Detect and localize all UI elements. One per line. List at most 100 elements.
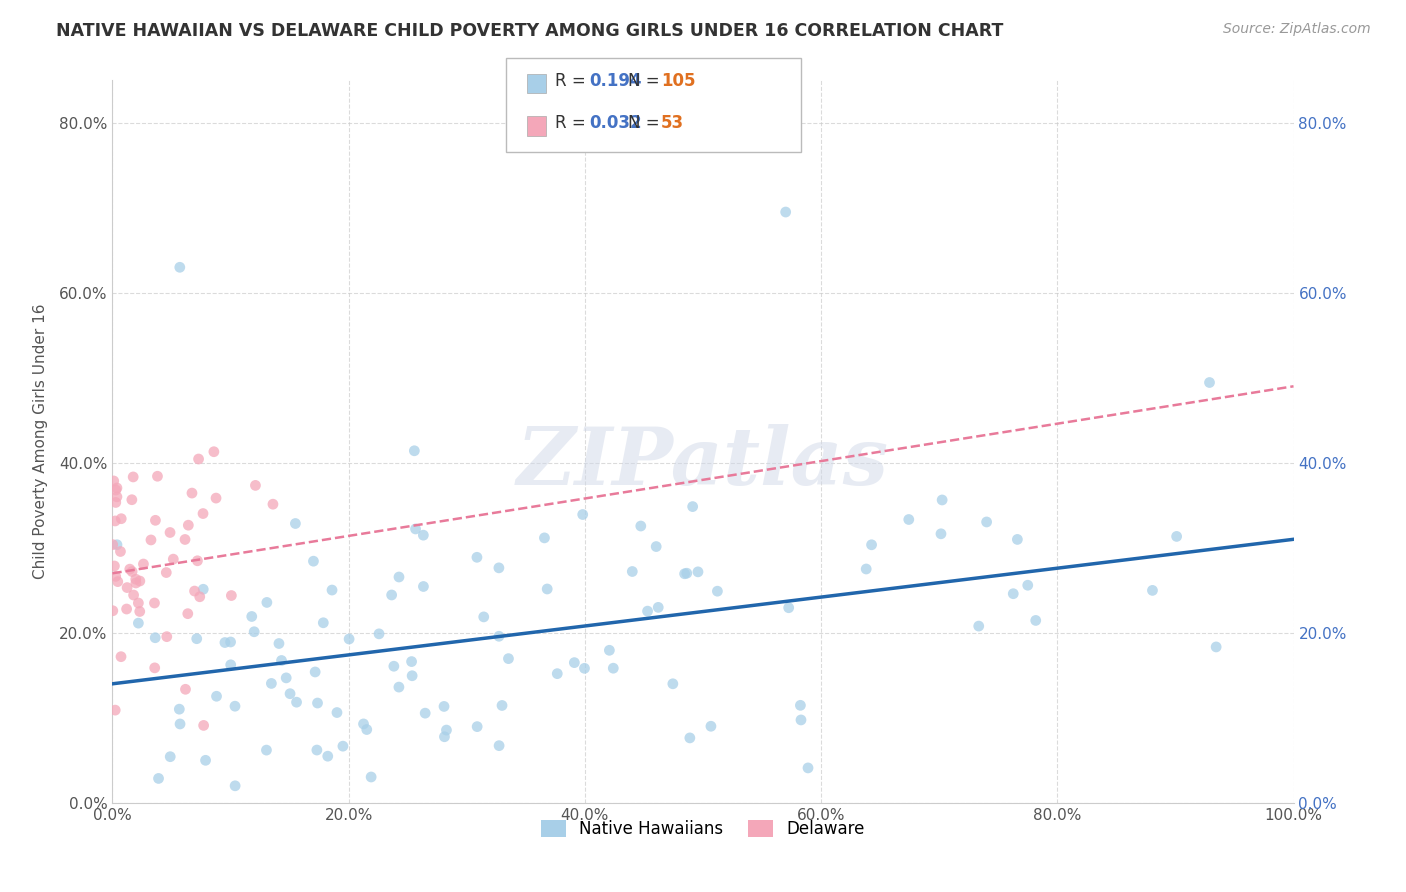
Point	[146, 469, 169, 483]
Point	[368, 627, 391, 641]
Point	[127, 596, 149, 610]
Point	[183, 584, 205, 599]
Point	[105, 538, 128, 552]
Point	[775, 205, 797, 219]
Point	[465, 720, 488, 734]
Point	[647, 600, 669, 615]
Point	[562, 656, 585, 670]
Point	[110, 649, 132, 664]
Point	[433, 730, 456, 744]
Point	[205, 690, 228, 704]
Text: 53: 53	[661, 114, 683, 132]
Point	[224, 699, 246, 714]
Point	[307, 696, 329, 710]
Point	[897, 512, 920, 526]
Point	[381, 588, 404, 602]
Point	[186, 554, 208, 568]
Point	[675, 566, 697, 581]
Point	[181, 486, 204, 500]
Point	[1166, 529, 1188, 543]
Point	[177, 607, 200, 621]
Point	[169, 702, 191, 716]
Text: Source: ZipAtlas.com: Source: ZipAtlas.com	[1223, 22, 1371, 37]
Text: NATIVE HAWAIIAN VS DELAWARE CHILD POVERTY AMONG GIRLS UNDER 16 CORRELATION CHART: NATIVE HAWAIIAN VS DELAWARE CHILD POVERT…	[56, 22, 1004, 40]
Y-axis label: Child Poverty Among Girls Under 16: Child Poverty Among Girls Under 16	[32, 304, 48, 579]
Text: 0.032: 0.032	[589, 114, 641, 132]
Point	[488, 629, 510, 643]
Point	[536, 582, 558, 596]
Point	[101, 604, 124, 618]
Point	[193, 582, 215, 597]
Point	[332, 739, 354, 754]
Point	[546, 666, 568, 681]
Point	[260, 676, 283, 690]
Point	[145, 513, 167, 527]
Point	[790, 713, 813, 727]
Point	[645, 540, 668, 554]
Point	[122, 470, 145, 484]
Point	[700, 719, 723, 733]
Text: ZIPatlas: ZIPatlas	[517, 425, 889, 502]
Point	[128, 605, 150, 619]
Point	[860, 538, 883, 552]
Point	[267, 636, 290, 650]
Point	[174, 533, 197, 547]
Point	[1205, 640, 1227, 654]
Point	[256, 743, 278, 757]
Point	[789, 698, 811, 713]
Point	[976, 515, 998, 529]
Point	[574, 661, 596, 675]
Point	[104, 483, 127, 497]
Point	[778, 600, 800, 615]
Point	[148, 772, 170, 786]
Point	[240, 609, 263, 624]
Point	[186, 632, 208, 646]
Point	[662, 677, 685, 691]
Point	[302, 554, 325, 568]
Point	[221, 589, 243, 603]
Point	[159, 749, 181, 764]
Point	[598, 643, 620, 657]
Point	[139, 533, 162, 547]
Point	[488, 561, 510, 575]
Point	[118, 562, 141, 576]
Point	[169, 717, 191, 731]
Point	[637, 604, 659, 618]
Point	[682, 500, 704, 514]
Point	[465, 550, 488, 565]
Point	[285, 695, 308, 709]
Point	[337, 632, 360, 646]
Point	[205, 491, 228, 505]
Point	[270, 653, 292, 667]
Point	[630, 519, 652, 533]
Point	[214, 635, 236, 649]
Point	[673, 566, 696, 581]
Point	[388, 680, 411, 694]
Point	[388, 570, 411, 584]
Point	[193, 718, 215, 732]
Point	[125, 572, 148, 586]
Point	[679, 731, 702, 745]
Point	[967, 619, 990, 633]
Point	[706, 584, 728, 599]
Point	[931, 492, 953, 507]
Point	[498, 651, 520, 665]
Point	[571, 508, 593, 522]
Point	[1007, 533, 1029, 547]
Point	[125, 576, 148, 591]
Point	[488, 739, 510, 753]
Point	[245, 478, 267, 492]
Point	[1142, 583, 1164, 598]
Point	[404, 443, 426, 458]
Point	[356, 723, 378, 737]
Point	[169, 260, 191, 275]
Point	[797, 761, 820, 775]
Point	[1017, 578, 1039, 592]
Point	[110, 512, 132, 526]
Point	[122, 588, 145, 602]
Point	[472, 610, 495, 624]
Point	[224, 779, 246, 793]
Text: R =: R =	[555, 72, 592, 90]
Point	[219, 657, 242, 672]
Point	[929, 526, 952, 541]
